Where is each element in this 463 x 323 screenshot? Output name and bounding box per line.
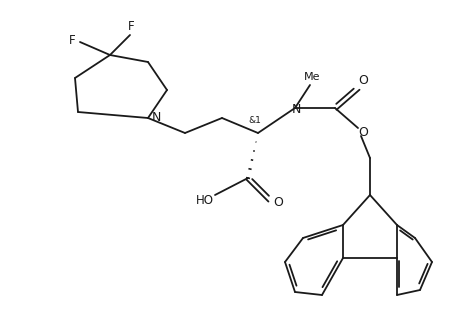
Text: Me: Me <box>303 72 319 82</box>
Text: O: O <box>357 127 367 140</box>
Text: N: N <box>291 103 300 117</box>
Text: HO: HO <box>195 193 213 206</box>
Text: &1: &1 <box>248 117 261 126</box>
Text: F: F <box>127 20 134 34</box>
Text: N: N <box>152 111 161 124</box>
Text: O: O <box>272 196 282 210</box>
Text: O: O <box>357 75 367 88</box>
Text: F: F <box>69 34 75 47</box>
